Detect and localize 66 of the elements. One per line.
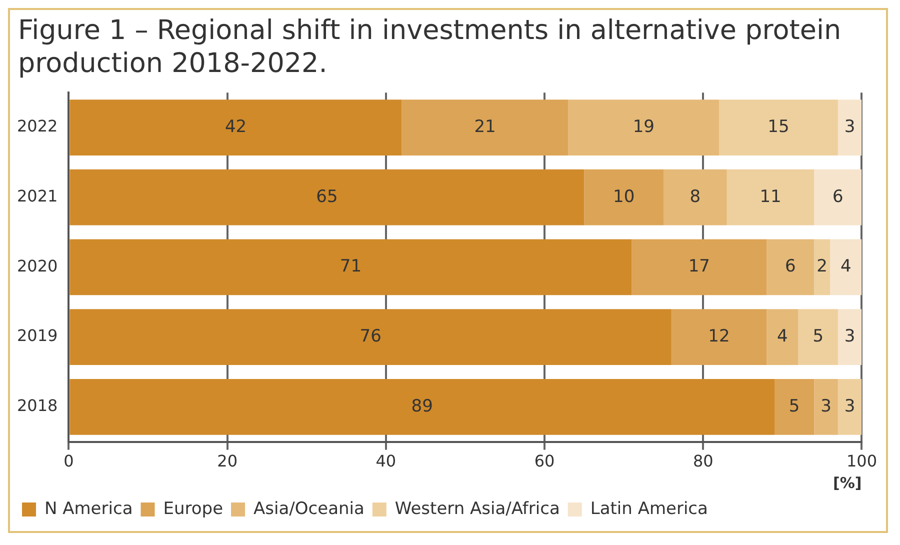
bar bbox=[766, 239, 814, 296]
bar bbox=[568, 100, 719, 156]
data-label: 3 bbox=[844, 326, 856, 346]
x-tick-label: 20 bbox=[217, 452, 238, 471]
bar bbox=[584, 169, 664, 226]
bar bbox=[70, 378, 774, 435]
x-tick-label: 80 bbox=[692, 452, 714, 471]
y-tick-label: 2021 bbox=[17, 186, 58, 206]
data-label: 3 bbox=[820, 396, 832, 416]
bar bbox=[70, 239, 632, 296]
y-tick-label: 2020 bbox=[17, 256, 58, 276]
bar bbox=[671, 309, 767, 365]
bar bbox=[632, 239, 767, 296]
bar bbox=[814, 378, 838, 435]
bar bbox=[830, 239, 862, 296]
data-label: 3 bbox=[844, 396, 856, 416]
y-tick-label: 2018 bbox=[17, 396, 58, 416]
legend-label: Latin America bbox=[590, 498, 708, 519]
data-label: 17 bbox=[688, 256, 710, 277]
bar bbox=[402, 100, 568, 156]
data-label: 76 bbox=[360, 326, 382, 346]
legend-label: Europe bbox=[163, 498, 224, 519]
data-label: 19 bbox=[632, 116, 654, 137]
bar bbox=[726, 169, 814, 226]
bar bbox=[814, 169, 862, 226]
data-label: 10 bbox=[613, 186, 635, 207]
data-label: 4 bbox=[840, 256, 852, 277]
legend-label: Western Asia/Africa bbox=[394, 498, 560, 519]
legend-label: N America bbox=[44, 498, 133, 519]
data-label: 5 bbox=[788, 396, 800, 416]
data-label: 15 bbox=[768, 116, 790, 137]
x-axis-title: [%] bbox=[832, 474, 862, 492]
bar bbox=[814, 239, 830, 296]
bar bbox=[663, 169, 727, 226]
data-label: 8 bbox=[690, 186, 701, 207]
y-tick-label: 2019 bbox=[17, 326, 58, 346]
y-tick-label: 2022 bbox=[17, 116, 58, 136]
x-tick-label: 100 bbox=[846, 452, 878, 471]
bar bbox=[70, 309, 672, 365]
data-label: 42 bbox=[224, 116, 247, 137]
bar bbox=[718, 100, 838, 156]
chart-title: Figure 1 – Regional shift in investments in alternative protein production 2018-2022. bbox=[17, 14, 842, 80]
x-tick-label: 60 bbox=[534, 452, 555, 471]
data-label: 71 bbox=[340, 256, 362, 277]
data-label: 3 bbox=[844, 116, 856, 137]
data-label: 4 bbox=[777, 326, 788, 346]
bar bbox=[838, 309, 862, 365]
data-label: 89 bbox=[411, 396, 433, 416]
x-tick-label: 0 bbox=[64, 452, 74, 471]
bar bbox=[766, 309, 798, 365]
bar bbox=[774, 378, 814, 435]
bar bbox=[838, 378, 862, 435]
data-label: 65 bbox=[316, 186, 338, 207]
legend-label: Asia/Oceania bbox=[254, 498, 364, 519]
data-label: 11 bbox=[760, 186, 782, 207]
data-label: 12 bbox=[708, 326, 730, 346]
bar bbox=[70, 169, 584, 226]
bar bbox=[798, 309, 838, 365]
data-label: 5 bbox=[812, 326, 824, 346]
bar bbox=[70, 100, 402, 156]
bar bbox=[838, 100, 862, 156]
x-tick-label: 40 bbox=[376, 452, 396, 471]
data-label: 21 bbox=[474, 116, 496, 137]
data-label: 2 bbox=[816, 256, 828, 277]
data-label: 6 bbox=[832, 186, 844, 207]
data-label: 6 bbox=[784, 256, 796, 277]
